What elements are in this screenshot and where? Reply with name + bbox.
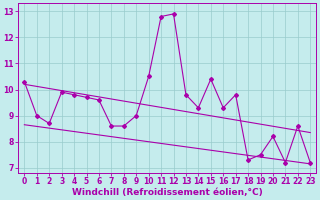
X-axis label: Windchill (Refroidissement éolien,°C): Windchill (Refroidissement éolien,°C): [72, 188, 263, 197]
